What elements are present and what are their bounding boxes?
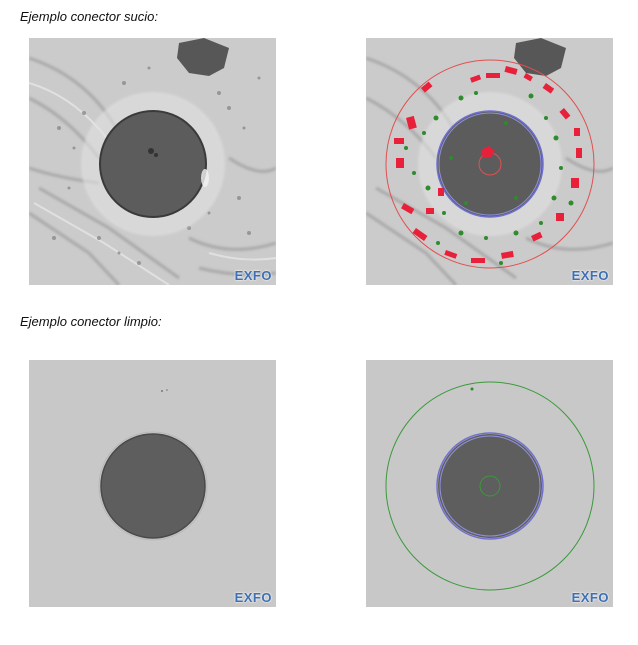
clean-connector-image: EXFO bbox=[29, 360, 276, 607]
exfo-logo: EXFO bbox=[234, 268, 272, 283]
exfo-logo: EXFO bbox=[571, 590, 609, 605]
dirty-section-heading: Ejemplo conector sucio: bbox=[20, 9, 159, 24]
dirty-connector-image: EXFO bbox=[29, 38, 276, 285]
clean-section-heading: Ejemplo conector limpio: bbox=[20, 314, 162, 329]
clean-connector-analysis-image: EXFO bbox=[366, 360, 613, 607]
dirty-connector-analysis-image: EXFO bbox=[366, 38, 613, 285]
exfo-logo: EXFO bbox=[571, 268, 609, 283]
exfo-logo: EXFO bbox=[234, 590, 272, 605]
